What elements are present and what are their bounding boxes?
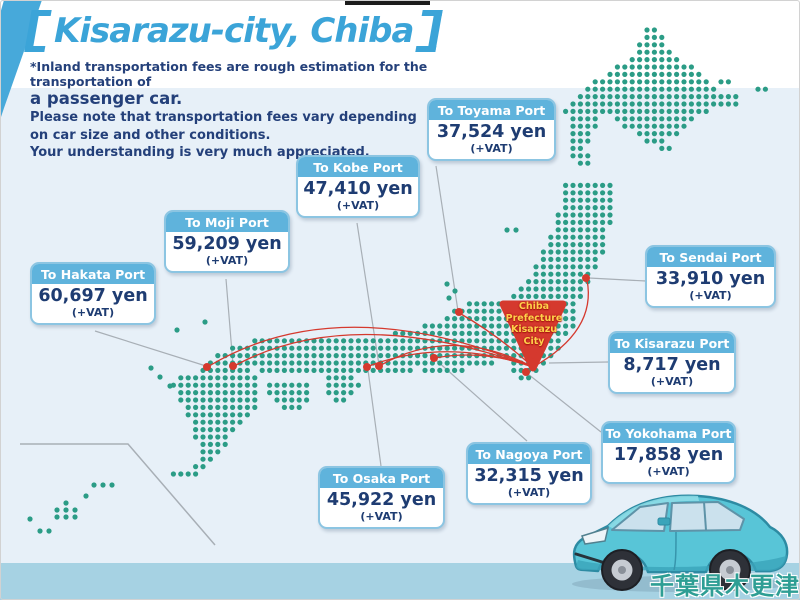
card-nagoya-vat: (+VAT) bbox=[507, 486, 551, 499]
card-toyama-vat: (+VAT) bbox=[470, 142, 513, 155]
marker-line-3: Kisarazu bbox=[510, 324, 558, 335]
card-kisarazu-port: To Kisarazu Port 8,717 yen (+VAT) bbox=[608, 331, 736, 394]
card-kobe-vat: (+VAT) bbox=[336, 199, 380, 212]
card-yokohama-port: To Yokohama Port 17,858 yen (+VAT) bbox=[601, 421, 736, 484]
car-illustration bbox=[572, 494, 789, 592]
card-hakata-port: To Hakata Port 60,697 yen (+VAT) bbox=[30, 262, 156, 325]
card-moji-port: To Moji Port 59,209 yen (+VAT) bbox=[164, 210, 290, 273]
card-moji-price: 59,209 yen bbox=[172, 234, 282, 254]
card-kisarazu-price: 8,717 yen bbox=[623, 355, 721, 375]
card-hakata-title: To Hakata Port bbox=[32, 264, 154, 284]
card-hakata-price: 60,697 yen bbox=[38, 286, 148, 306]
card-osaka-price: 45,922 yen bbox=[326, 490, 437, 510]
card-kisarazu-vat: (+VAT) bbox=[650, 375, 694, 388]
marker-line-4: City bbox=[523, 335, 545, 347]
card-osaka-vat: (+VAT) bbox=[360, 510, 403, 523]
card-kisarazu-title: To Kisarazu Port bbox=[610, 333, 734, 353]
card-kobe-price: 47,410 yen bbox=[303, 179, 413, 199]
card-kobe-port: To Kobe Port 47,410 yen (+VAT) bbox=[296, 155, 420, 218]
card-sendai-title: To Sendai Port bbox=[647, 247, 774, 267]
card-toyama-title: To Toyama Port bbox=[429, 100, 554, 120]
card-moji-vat: (+VAT) bbox=[205, 254, 249, 267]
card-kobe-title: To Kobe Port bbox=[298, 157, 418, 177]
page-title: Kisarazu-city, Chiba bbox=[24, 10, 444, 52]
card-sendai-port: To Sendai Port 33,910 yen (+VAT) bbox=[645, 245, 776, 308]
card-osaka-port: To Osaka Port 45,922 yen (+VAT) bbox=[318, 466, 445, 529]
card-yokohama-vat: (+VAT) bbox=[647, 465, 690, 478]
left-bracket-shape bbox=[24, 10, 52, 52]
card-sendai-vat: (+VAT) bbox=[689, 289, 732, 302]
card-hakata-vat: (+VAT) bbox=[71, 306, 115, 319]
card-nagoya-port: To Nagoya Port 32,315 yen (+VAT) bbox=[466, 442, 592, 505]
page-title-text: Kisarazu-city, Chiba bbox=[54, 11, 414, 51]
disclaimer-line-5: Your understanding is very much apprecia… bbox=[30, 145, 370, 160]
disclaimer-line-4: on car size and other conditions. bbox=[30, 127, 271, 143]
card-yokohama-price: 17,858 yen bbox=[613, 445, 724, 465]
right-bracket-shape bbox=[415, 10, 444, 52]
card-yokohama-title: To Yokohama Port bbox=[603, 423, 734, 443]
card-nagoya-title: To Nagoya Port bbox=[468, 444, 590, 464]
disclaimer-block: *Inland transportation fees are rough es… bbox=[30, 59, 460, 161]
marker-line-2: Prefecture bbox=[505, 312, 563, 324]
card-sendai-price: 33,910 yen bbox=[655, 269, 766, 289]
marker-line-1: Chiba bbox=[518, 301, 550, 312]
disclaimer-line-3: Please note that transportation fees var… bbox=[30, 110, 417, 125]
card-nagoya-price: 32,315 yen bbox=[474, 466, 584, 486]
top-black-bar bbox=[345, 0, 430, 5]
footer-city-name-jp: 千葉県木更津市 bbox=[650, 572, 800, 600]
disclaimer-line-1: *Inland transportation fees are rough es… bbox=[30, 59, 428, 89]
corner-stripe bbox=[0, 0, 42, 120]
card-osaka-title: To Osaka Port bbox=[320, 468, 443, 488]
card-toyama-price: 37,524 yen bbox=[436, 122, 547, 142]
card-moji-title: To Moji Port bbox=[166, 212, 288, 232]
kisarazu-city-marker-label: Chiba Prefecture Kisarazu City bbox=[487, 301, 581, 347]
card-toyama-port: To Toyama Port 37,524 yen (+VAT) bbox=[427, 98, 556, 161]
disclaimer-line-2: a passenger car. bbox=[30, 89, 183, 108]
